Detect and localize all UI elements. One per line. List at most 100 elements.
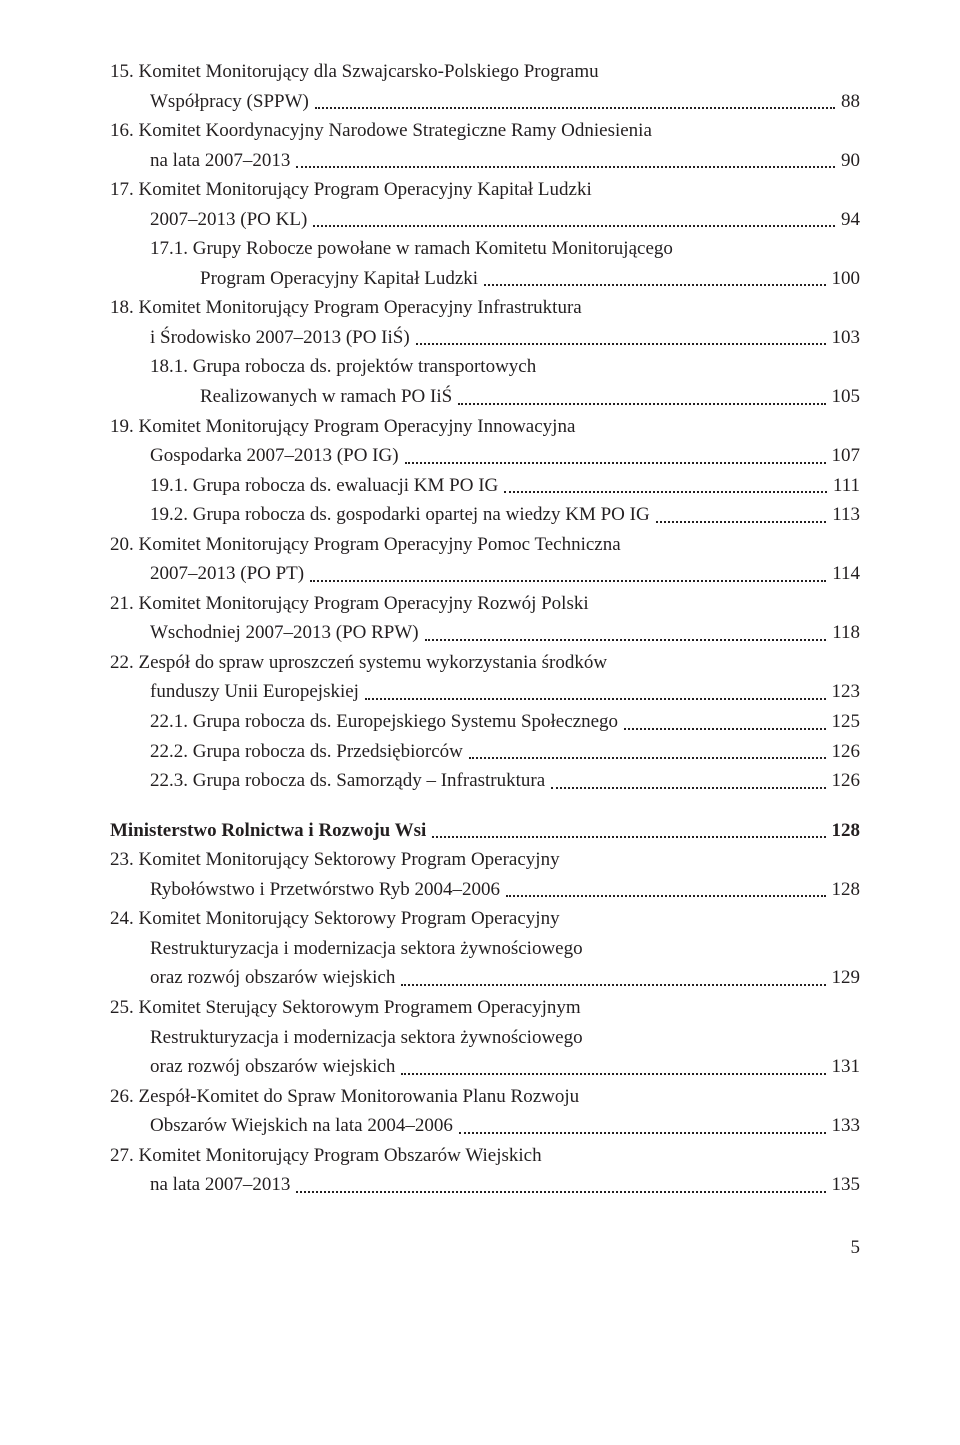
page: 15. Komitet Monitorujący dla Szwajcarsko… bbox=[0, 0, 960, 1309]
toc-line: 15. Komitet Monitorujący dla Szwajcarsko… bbox=[110, 58, 860, 86]
toc-line: 17.1. Grupy Robocze powołane w ramach Ko… bbox=[110, 235, 860, 263]
toc-text: Grupa robocza ds. ewaluacji KM PO IG bbox=[193, 472, 499, 500]
toc-entry: Program Operacyjny Kapitał Ludzki 100 bbox=[110, 265, 860, 293]
leader-dots bbox=[504, 490, 827, 493]
toc-number: 20. bbox=[110, 534, 139, 555]
toc-number: 22.3. bbox=[150, 767, 193, 795]
toc-line: 22. Zespół do spraw uproszczeń systemu w… bbox=[110, 649, 860, 677]
toc-entry: Współpracy (SPPW) 88 bbox=[110, 88, 860, 116]
toc-number: 24. bbox=[110, 908, 139, 929]
leader-dots bbox=[401, 983, 825, 986]
toc-text: Obszarów Wiejskich na lata 2004–2006 bbox=[150, 1112, 453, 1140]
toc-number: 16. bbox=[110, 120, 139, 141]
toc-line: 20. Komitet Monitorujący Program Operacy… bbox=[110, 531, 860, 559]
toc-text: Restrukturyzacja i modernizacja sektora … bbox=[150, 1027, 583, 1048]
toc-text: funduszy Unii Europejskiej bbox=[150, 678, 359, 706]
toc-page: 88 bbox=[841, 88, 860, 116]
toc-line: 23. Komitet Monitorujący Sektorowy Progr… bbox=[110, 846, 860, 874]
leader-dots bbox=[296, 1190, 825, 1193]
toc-page: 100 bbox=[832, 265, 861, 293]
page-number: 5 bbox=[110, 1237, 860, 1259]
toc-page: 126 bbox=[832, 738, 861, 766]
leader-dots bbox=[416, 342, 826, 345]
toc-text: Wschodniej 2007–2013 (PO RPW) bbox=[150, 619, 419, 647]
toc-text: 2007–2013 (PO PT) bbox=[150, 560, 304, 588]
toc-line: 24. Komitet Monitorujący Sektorowy Progr… bbox=[110, 905, 860, 933]
toc-text: Komitet Monitorujący Program Operacyjny … bbox=[139, 297, 582, 318]
toc-entry: 19.2. Grupa robocza ds. gospodarki opart… bbox=[110, 501, 860, 529]
toc-number: 19.2. bbox=[150, 501, 193, 529]
toc-text: Restrukturyzacja i modernizacja sektora … bbox=[150, 938, 583, 959]
toc-entry: 22.3. Grupa robocza ds. Samorządy – Infr… bbox=[110, 767, 860, 795]
toc-text: Komitet Monitorujący Program Operacyjny … bbox=[139, 534, 621, 555]
leader-dots bbox=[313, 224, 835, 227]
toc-line: 25. Komitet Sterujący Sektorowym Program… bbox=[110, 994, 860, 1022]
toc-line: Restrukturyzacja i modernizacja sektora … bbox=[110, 1024, 860, 1052]
toc-text: Komitet Sterujący Sektorowym Programem O… bbox=[139, 997, 581, 1018]
leader-dots bbox=[401, 1072, 825, 1075]
toc-page: 111 bbox=[833, 472, 860, 500]
toc-text: Współpracy (SPPW) bbox=[150, 88, 309, 116]
toc-text: Gospodarka 2007–2013 (PO IG) bbox=[150, 442, 399, 470]
section-gap bbox=[110, 797, 860, 817]
toc-text: Zespół-Komitet do Spraw Monitorowania Pl… bbox=[139, 1086, 580, 1107]
toc-line: 27. Komitet Monitorujący Program Obszaró… bbox=[110, 1142, 860, 1170]
toc-entry: i Środowisko 2007–2013 (PO IiŚ) 103 bbox=[110, 324, 860, 352]
toc-entry: na lata 2007–2013 135 bbox=[110, 1171, 860, 1199]
toc-text: Komitet Monitorujący Sektorowy Program O… bbox=[139, 908, 560, 929]
toc-page: 118 bbox=[832, 619, 860, 647]
toc-number: 25. bbox=[110, 997, 139, 1018]
toc-line: Restrukturyzacja i modernizacja sektora … bbox=[110, 935, 860, 963]
leader-dots bbox=[458, 402, 825, 405]
toc-number: 22.2. bbox=[150, 738, 193, 766]
toc-entry: 22.2. Grupa robocza ds. Przedsiębiorców 1… bbox=[110, 738, 860, 766]
toc-page: 113 bbox=[832, 501, 860, 529]
toc-number: 27. bbox=[110, 1145, 139, 1166]
toc-page: 126 bbox=[832, 767, 861, 795]
toc-entry: Realizowanych w ramach PO IiŚ105 bbox=[110, 383, 860, 411]
leader-dots bbox=[624, 727, 825, 730]
toc-line: 18. Komitet Monitorujący Program Operacy… bbox=[110, 294, 860, 322]
toc-page: 107 bbox=[832, 442, 861, 470]
toc-text: Komitet Monitorujący Program Operacyjny … bbox=[139, 593, 589, 614]
toc-text: Komitet Monitorujący Program Operacyjny … bbox=[139, 416, 576, 437]
toc-text: Grupa robocza ds. Europejskiego Systemu … bbox=[193, 708, 618, 736]
toc-text: oraz rozwój obszarów wiejskich bbox=[150, 1053, 395, 1081]
toc-entry: 2007–2013 (PO KL)94 bbox=[110, 206, 860, 234]
leader-dots bbox=[296, 165, 835, 168]
toc-number: 18. bbox=[110, 297, 139, 318]
toc-page: 125 bbox=[832, 708, 861, 736]
toc-text: na lata 2007–2013 bbox=[150, 1171, 290, 1199]
toc-page: 103 bbox=[832, 324, 861, 352]
toc-text: Program Operacyjny Kapitał Ludzki bbox=[200, 265, 478, 293]
toc-entry: Ministerstwo Rolnictwa i Rozwoju Wsi128 bbox=[110, 817, 860, 845]
leader-dots bbox=[365, 697, 826, 700]
toc-line: 21. Komitet Monitorujący Program Operacy… bbox=[110, 590, 860, 618]
toc-page: 133 bbox=[832, 1112, 861, 1140]
toc-text: Ministerstwo Rolnictwa i Rozwoju Wsi bbox=[110, 817, 426, 845]
toc-entry: na lata 2007–201390 bbox=[110, 147, 860, 175]
toc-entry: Obszarów Wiejskich na lata 2004–2006 133 bbox=[110, 1112, 860, 1140]
toc-entry: Gospodarka 2007–2013 (PO IG) 107 bbox=[110, 442, 860, 470]
leader-dots bbox=[405, 461, 826, 464]
toc-entry: 22.1. Grupa robocza ds. Europejskiego Sy… bbox=[110, 708, 860, 736]
toc-text: na lata 2007–2013 bbox=[150, 147, 290, 175]
toc-page: 94 bbox=[841, 206, 860, 234]
toc-number: 19.1. bbox=[150, 472, 193, 500]
toc-text: Rybołówstwo i Przetwórstwo Ryb 2004–2006 bbox=[150, 876, 500, 904]
toc-text: Grupa robocza ds. Przedsiębiorców bbox=[193, 738, 463, 766]
toc-number: 15. bbox=[110, 61, 139, 82]
toc-page: 131 bbox=[832, 1053, 861, 1081]
toc-text: i Środowisko 2007–2013 (PO IiŚ) bbox=[150, 324, 410, 352]
toc-page: 135 bbox=[832, 1171, 861, 1199]
toc-text: Zespół do spraw uproszczeń systemu wykor… bbox=[139, 652, 608, 673]
toc-number: 26. bbox=[110, 1086, 139, 1107]
toc-text: oraz rozwój obszarów wiejskich bbox=[150, 964, 395, 992]
toc-text: Grupa robocza ds. gospodarki opartej na … bbox=[193, 501, 650, 529]
toc-text: Grupa robocza ds. Samorządy – Infrastruk… bbox=[193, 767, 545, 795]
leader-dots bbox=[310, 579, 826, 582]
leader-dots bbox=[551, 786, 825, 789]
toc-number: 21. bbox=[110, 593, 139, 614]
toc-line: 18.1. Grupa robocza ds. projektów transp… bbox=[110, 353, 860, 381]
toc-text: Komitet Monitorujący Program Operacyjny … bbox=[139, 179, 592, 200]
